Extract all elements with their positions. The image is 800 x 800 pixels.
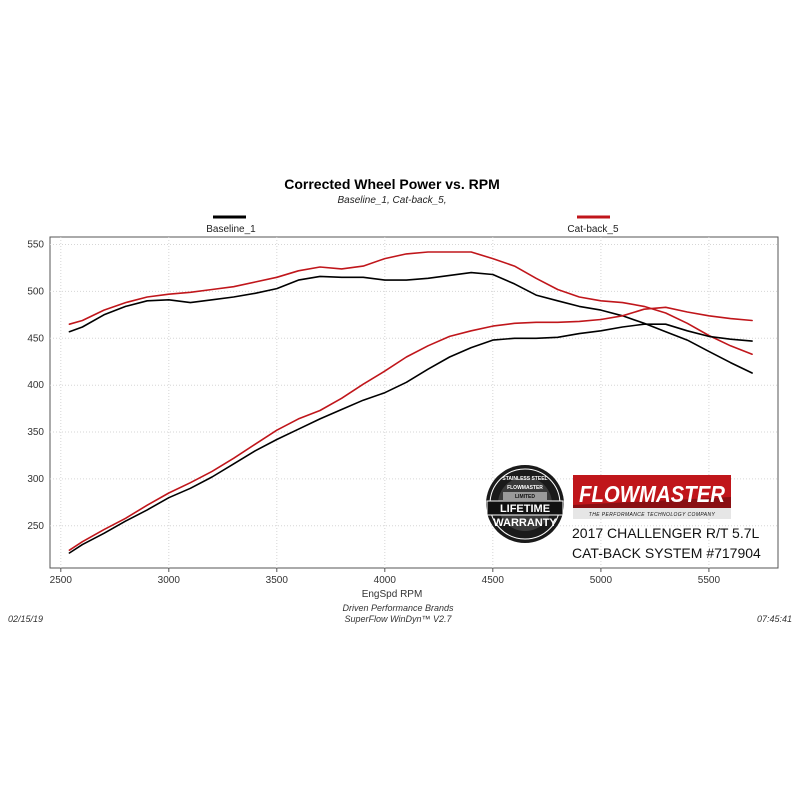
seal-text-top: STAINLESS STEEL: [502, 476, 547, 482]
seal-text-lifetime: LIFETIME: [500, 503, 550, 515]
y-tick-label: 250: [27, 521, 44, 532]
y-tick-label: 450: [27, 333, 44, 344]
y-tick-label: 550: [27, 240, 44, 251]
grid: [50, 237, 778, 568]
x-tick-label: 4500: [482, 575, 505, 586]
series-line-cat-back-5-power: [68, 306, 753, 552]
logo-wordmark: FLOWMASTER: [579, 481, 725, 507]
footer-software: SuperFlow WinDyn™ V2.7: [345, 614, 453, 624]
chart-title: Corrected Wheel Power vs. RPM: [284, 176, 500, 192]
footer-time: 07:45:41: [757, 614, 792, 624]
x-tick-label: 5500: [698, 575, 721, 586]
x-tick-label: 5000: [590, 575, 613, 586]
caption-part: CAT-BACK SYSTEM #717904: [572, 545, 761, 561]
x-axis-label: EngSpd RPM: [362, 589, 423, 600]
y-tick-label: 350: [27, 427, 44, 438]
series-line-baseline-1-power: [68, 323, 753, 554]
x-tick-label: 3500: [266, 575, 289, 586]
caption-vehicle: 2017 CHALLENGER R/T 5.7L: [572, 525, 759, 541]
y-tick-label: 400: [27, 380, 44, 391]
logo-tagline: THE PERFORMANCE TECHNOLOGY COMPANY: [589, 512, 716, 518]
x-tick-label: 3000: [158, 575, 181, 586]
footer-company: Driven Performance Brands: [342, 603, 454, 613]
footer-date: 02/15/19: [8, 614, 43, 624]
legend-label-baseline: Baseline_1: [206, 224, 256, 235]
x-tick-label: 4000: [374, 575, 397, 586]
legend-label-catback: Cat-back_5: [567, 224, 619, 235]
seal-text-warranty: WARRANTY: [493, 517, 557, 529]
x-tick-label: 2500: [50, 575, 73, 586]
series-line-cat-back-5-torque: [68, 251, 753, 356]
seal-text-limited: LIMITED: [515, 494, 535, 500]
series-line-baseline-1-torque: [68, 271, 753, 374]
chart-subtitle: Baseline_1, Cat-back_5,: [338, 195, 447, 206]
seal-text-brand: FLOWMASTER: [507, 485, 543, 491]
axis-ticks: 250 300 350 400 450 500 550 2500 3000 3500 4000 450…: [27, 240, 720, 587]
y-tick-label: 500: [27, 286, 44, 297]
warranty-seal: STAINLESS STEEL FLOWMASTER LIMITED LIFET…: [486, 465, 564, 543]
y-tick-label: 300: [27, 474, 44, 485]
flowmaster-logo: FLOWMASTER THE PERFORMANCE TECHNOLOGY CO…: [573, 475, 731, 519]
series-layer: [68, 251, 753, 554]
